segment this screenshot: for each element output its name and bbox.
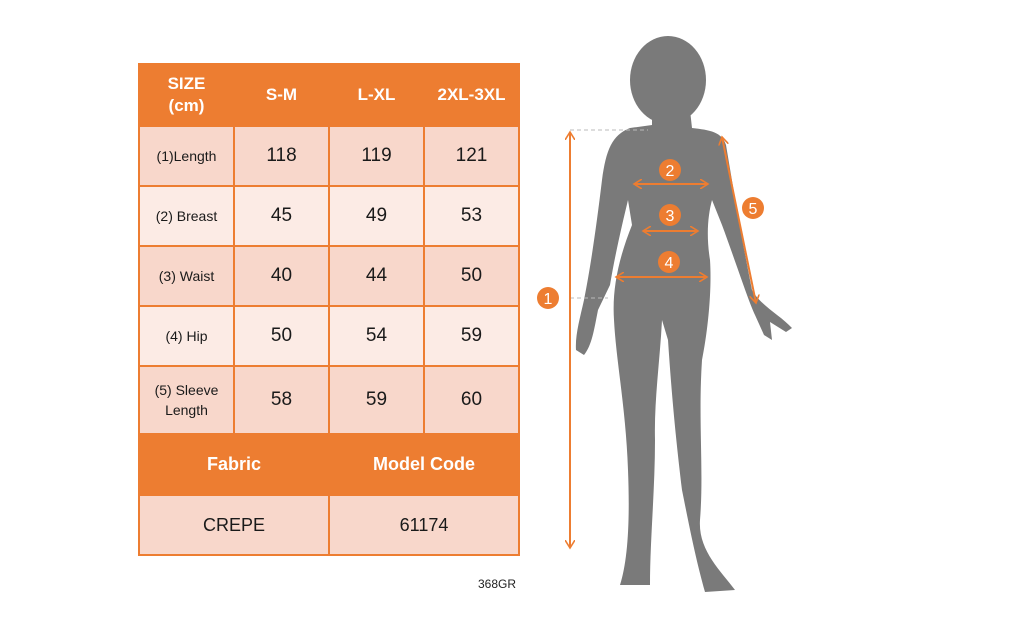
row-label: (5) Sleeve Length <box>138 365 235 435</box>
marker-1: 1 <box>537 287 559 309</box>
guide-lines <box>570 129 648 299</box>
svg-text:4: 4 <box>665 255 674 272</box>
fabric-header-row: Fabric Model Code <box>138 433 520 496</box>
sleeve-arrow <box>722 137 756 303</box>
svg-text:2: 2 <box>666 163 675 180</box>
cell: 44 <box>328 245 425 307</box>
cell: 59 <box>423 305 520 367</box>
size-chart-table: SIZE (cm) S-M L-XL 2XL-3XL (1)Length 118… <box>138 63 520 556</box>
svg-text:5: 5 <box>749 201 758 218</box>
cell: 49 <box>328 185 425 247</box>
header-row: SIZE (cm) S-M L-XL 2XL-3XL <box>138 63 520 127</box>
cell: 60 <box>423 365 520 435</box>
cell: 54 <box>328 305 425 367</box>
marker-5: 5 <box>742 197 764 219</box>
model-code-value: 61174 <box>328 494 520 556</box>
table-row: (5) Sleeve Length 58 59 60 <box>138 365 520 435</box>
row-label: (2) Breast <box>138 185 235 247</box>
cell: 59 <box>328 365 425 435</box>
size-column-header: S-M <box>233 63 330 127</box>
cell: 53 <box>423 185 520 247</box>
size-column-header: 2XL-3XL <box>423 63 520 127</box>
table-row: (4) Hip 50 54 59 <box>138 305 520 367</box>
table-row: (3) Waist 40 44 50 <box>138 245 520 307</box>
marker-4: 4 <box>658 251 680 273</box>
cell: 118 <box>233 125 330 187</box>
row-label: (3) Waist <box>138 245 235 307</box>
row-label: (4) Hip <box>138 305 235 367</box>
silhouette <box>575 36 792 592</box>
cell: 58 <box>233 365 330 435</box>
product-code: 368GR <box>478 577 517 591</box>
table-row: (2) Breast 45 49 53 <box>138 185 520 247</box>
fabric-value-row: CREPE 61174 <box>138 494 520 556</box>
marker-3: 3 <box>659 204 681 226</box>
fabric-header: Fabric <box>138 433 330 496</box>
model-code-header: Model Code <box>328 433 520 496</box>
cell: 45 <box>233 185 330 247</box>
row-label: (1)Length <box>138 125 235 187</box>
cell: 40 <box>233 245 330 307</box>
marker-2: 2 <box>659 159 681 181</box>
size-column-header: L-XL <box>328 63 425 127</box>
cell: 121 <box>423 125 520 187</box>
cell: 50 <box>423 245 520 307</box>
size-header: SIZE (cm) <box>138 63 235 127</box>
svg-text:1: 1 <box>544 291 553 308</box>
svg-text:3: 3 <box>666 208 675 225</box>
table-row: (1)Length 118 119 121 <box>138 125 520 187</box>
measurement-arrows <box>570 132 756 548</box>
cell: 50 <box>233 305 330 367</box>
fabric-value: CREPE <box>138 494 330 556</box>
cell: 119 <box>328 125 425 187</box>
